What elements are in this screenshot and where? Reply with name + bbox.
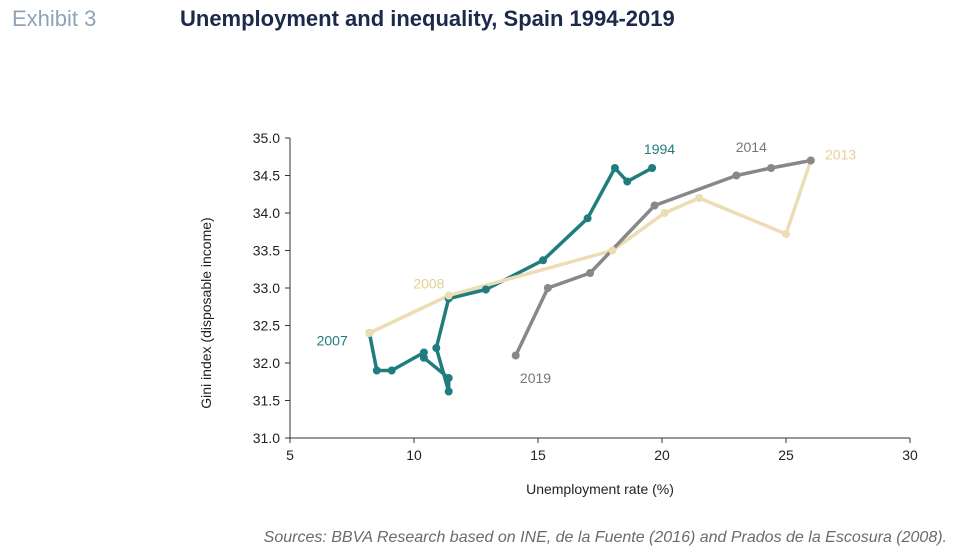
annotation-1994: 1994	[644, 141, 675, 157]
annotation-2007: 2007	[317, 333, 348, 349]
data-point-1	[387, 366, 396, 375]
axes: 5 10 15 20 25 30 31.0 31.5 32.0 32.5 33.0 33.5 34.0 3…	[253, 130, 918, 463]
data-point-1	[539, 256, 547, 265]
data-point-2	[660, 209, 669, 217]
annotation-2008: 2008	[413, 276, 444, 292]
data-point-1	[432, 344, 441, 352]
data-point-1	[610, 164, 619, 172]
chart-title: Unemployment and inequality, Spain 1994-…	[180, 6, 675, 31]
y-tick-label: 33.5	[253, 243, 280, 259]
data-point-3	[543, 284, 552, 292]
data-point-1	[372, 366, 381, 375]
annotation-2019: 2019	[520, 370, 551, 386]
data-point-2	[782, 230, 790, 238]
data-point-1	[648, 164, 657, 172]
series-group	[365, 156, 815, 396]
data-point-3	[650, 201, 659, 210]
data-point-1	[444, 374, 453, 382]
series-line-3	[513, 158, 813, 358]
exhibit-label: Exhibit 3	[12, 6, 97, 31]
y-tick-label: 34.0	[253, 205, 280, 221]
y-tick-label: 31.5	[253, 393, 280, 409]
y-tick-label: 32.5	[253, 318, 280, 334]
x-tick-label: 5	[286, 447, 294, 463]
y-tick-label: 34.5	[253, 168, 280, 184]
y-tick-label: 31.0	[253, 430, 280, 446]
x-tick-label: 10	[406, 447, 422, 463]
data-point-1	[583, 214, 592, 223]
data-point-1	[481, 285, 490, 294]
data-point-3	[732, 171, 741, 180]
x-tick-label: 25	[778, 447, 794, 463]
x-tick-label: 15	[530, 447, 546, 463]
source-note: Sources: BBVA Research based on INE, de …	[263, 529, 947, 546]
x-tick-label: 30	[902, 447, 918, 463]
data-point-3	[806, 156, 815, 165]
annotation-2014: 2014	[736, 139, 767, 155]
data-point-2	[608, 246, 617, 255]
y-axis-label: Gini index (disposable income)	[198, 217, 214, 408]
data-point-3	[511, 351, 520, 360]
data-point-1	[623, 177, 632, 186]
x-tick-label: 20	[654, 447, 670, 463]
data-point-1	[444, 387, 453, 396]
series-line-2	[367, 158, 813, 335]
data-point-3	[767, 164, 776, 172]
y-tick-label: 33.0	[253, 280, 280, 296]
x-axis-label: Unemployment rate (%)	[526, 481, 674, 497]
data-point-3	[586, 269, 595, 277]
y-tick-label: 35.0	[253, 130, 280, 146]
y-tick-label: 32.0	[253, 355, 280, 371]
data-point-1	[419, 348, 428, 357]
data-point-2	[444, 291, 453, 300]
data-point-2	[695, 194, 704, 202]
data-point-2	[365, 329, 374, 337]
annotations-group: 1994 2007 2008 2014 2013 2019	[317, 139, 857, 386]
annotation-2013: 2013	[825, 147, 856, 163]
